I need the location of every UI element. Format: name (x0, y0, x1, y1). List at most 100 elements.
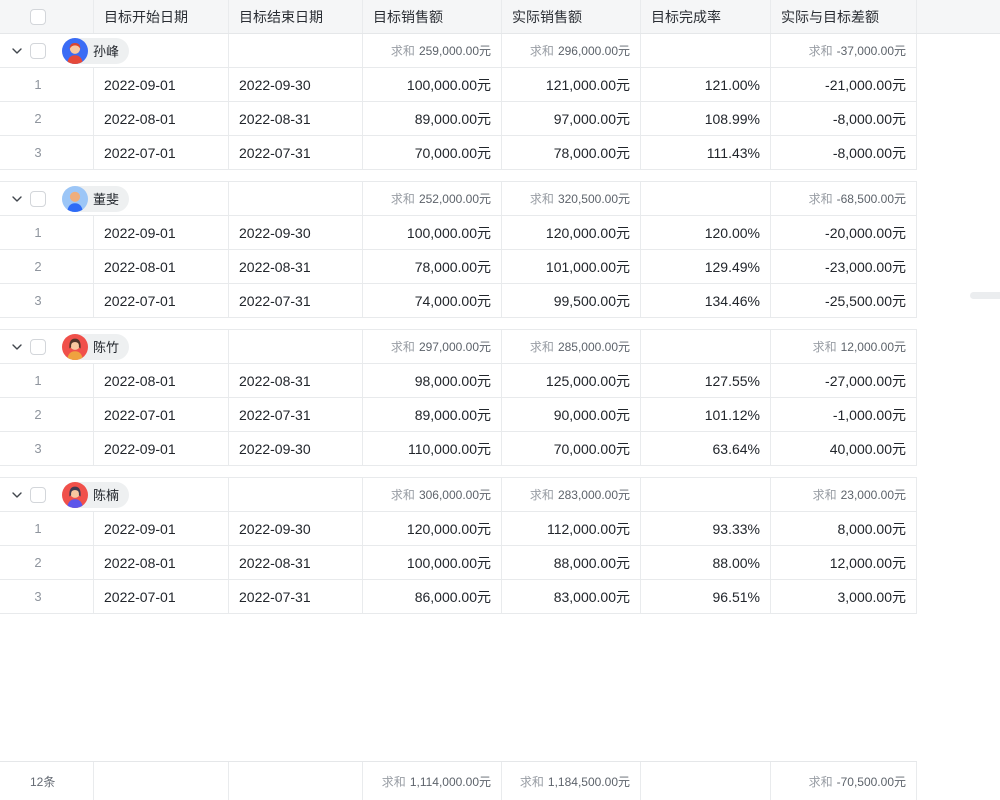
select-all-checkbox[interactable] (30, 8, 46, 25)
cell-rate[interactable]: 93.33% (641, 512, 771, 545)
cell-start[interactable]: 2022-09-01 (94, 512, 229, 545)
table-row[interactable]: 1 2022-09-01 2022-09-30 120,000.00元 112,000.… (0, 512, 917, 546)
cell-start[interactable]: 2022-08-01 (94, 250, 229, 283)
cell-start[interactable]: 2022-09-01 (94, 432, 229, 465)
cell-diff[interactable]: -8,000.00元 (771, 102, 917, 135)
cell-diff[interactable]: -27,000.00元 (771, 364, 917, 397)
cell-end[interactable]: 2022-08-31 (229, 250, 363, 283)
cell-target[interactable]: 78,000.00元 (363, 250, 502, 283)
cell-actual[interactable]: 125,000.00元 (502, 364, 641, 397)
group-checkbox[interactable] (30, 486, 46, 503)
cell-start[interactable]: 2022-07-01 (94, 398, 229, 431)
collapse-group-button[interactable] (10, 488, 24, 502)
cell-rate[interactable]: 129.49% (641, 250, 771, 283)
cell-rate[interactable]: 101.12% (641, 398, 771, 431)
table-row[interactable]: 1 2022-08-01 2022-08-31 98,000.00元 125,000.0… (0, 364, 917, 398)
cell-end[interactable]: 2022-08-31 (229, 102, 363, 135)
cell-actual[interactable]: 97,000.00元 (502, 102, 641, 135)
scrollbar-thumb[interactable] (970, 292, 1000, 299)
cell-target[interactable]: 74,000.00元 (363, 284, 502, 317)
cell-diff[interactable]: -20,000.00元 (771, 216, 917, 249)
table-row[interactable]: 2 2022-08-01 2022-08-31 100,000.00元 88,000.0… (0, 546, 917, 580)
cell-target[interactable]: 89,000.00元 (363, 102, 502, 135)
cell-rate[interactable]: 120.00% (641, 216, 771, 249)
group-checkbox[interactable] (30, 42, 46, 59)
column-header-diff[interactable]: 实际与目标差额 (771, 0, 917, 33)
cell-rate[interactable]: 127.55% (641, 364, 771, 397)
cell-target[interactable]: 120,000.00元 (363, 512, 502, 545)
cell-diff[interactable]: 40,000.00元 (771, 432, 917, 465)
cell-rate[interactable]: 88.00% (641, 546, 771, 579)
cell-actual[interactable]: 88,000.00元 (502, 546, 641, 579)
cell-target[interactable]: 110,000.00元 (363, 432, 502, 465)
cell-rate[interactable]: 108.99% (641, 102, 771, 135)
table-row[interactable]: 3 2022-07-01 2022-07-31 86,000.00元 83,000.00… (0, 580, 917, 614)
cell-actual[interactable]: 83,000.00元 (502, 580, 641, 613)
cell-end[interactable]: 2022-08-31 (229, 546, 363, 579)
cell-actual[interactable]: 120,000.00元 (502, 216, 641, 249)
cell-actual[interactable]: 70,000.00元 (502, 432, 641, 465)
cell-target[interactable]: 70,000.00元 (363, 136, 502, 169)
column-header-end[interactable]: 目标结束日期 (229, 0, 363, 33)
column-header-start[interactable]: 目标开始日期 (94, 0, 229, 33)
cell-actual[interactable]: 90,000.00元 (502, 398, 641, 431)
group-checkbox[interactable] (30, 338, 46, 355)
cell-rate[interactable]: 63.64% (641, 432, 771, 465)
cell-diff[interactable]: -1,000.00元 (771, 398, 917, 431)
cell-start[interactable]: 2022-08-01 (94, 364, 229, 397)
cell-end[interactable]: 2022-07-31 (229, 580, 363, 613)
cell-actual[interactable]: 101,000.00元 (502, 250, 641, 283)
cell-start[interactable]: 2022-09-01 (94, 68, 229, 101)
column-header-rate[interactable]: 目标完成率 (641, 0, 771, 33)
cell-actual[interactable]: 112,000.00元 (502, 512, 641, 545)
cell-target[interactable]: 100,000.00元 (363, 546, 502, 579)
table-row[interactable]: 3 2022-07-01 2022-07-31 74,000.00元 99,500.00… (0, 284, 917, 318)
cell-start[interactable]: 2022-07-01 (94, 136, 229, 169)
cell-actual[interactable]: 121,000.00元 (502, 68, 641, 101)
cell-diff[interactable]: 3,000.00元 (771, 580, 917, 613)
collapse-group-button[interactable] (10, 44, 24, 58)
cell-actual[interactable]: 78,000.00元 (502, 136, 641, 169)
table-row[interactable]: 1 2022-09-01 2022-09-30 100,000.00元 120,000.… (0, 216, 917, 250)
column-header-actual[interactable]: 实际销售额 (502, 0, 641, 33)
cell-diff[interactable]: 8,000.00元 (771, 512, 917, 545)
cell-end[interactable]: 2022-07-31 (229, 284, 363, 317)
cell-end[interactable]: 2022-08-31 (229, 364, 363, 397)
cell-end[interactable]: 2022-07-31 (229, 136, 363, 169)
cell-target[interactable]: 89,000.00元 (363, 398, 502, 431)
cell-start[interactable]: 2022-08-01 (94, 546, 229, 579)
cell-rate[interactable]: 96.51% (641, 580, 771, 613)
cell-target[interactable]: 98,000.00元 (363, 364, 502, 397)
table-row[interactable]: 2 2022-08-01 2022-08-31 78,000.00元 101,000.0… (0, 250, 917, 284)
collapse-group-button[interactable] (10, 192, 24, 206)
collapse-group-button[interactable] (10, 340, 24, 354)
column-header-target[interactable]: 目标销售额 (363, 0, 502, 33)
cell-actual[interactable]: 99,500.00元 (502, 284, 641, 317)
table-row[interactable]: 3 2022-09-01 2022-09-30 110,000.00元 70,000.0… (0, 432, 917, 466)
cell-end[interactable]: 2022-09-30 (229, 216, 363, 249)
cell-target[interactable]: 86,000.00元 (363, 580, 502, 613)
cell-start[interactable]: 2022-07-01 (94, 580, 229, 613)
cell-target[interactable]: 100,000.00元 (363, 68, 502, 101)
cell-end[interactable]: 2022-09-30 (229, 68, 363, 101)
table-row[interactable]: 2 2022-08-01 2022-08-31 89,000.00元 97,000.00… (0, 102, 917, 136)
table-row[interactable]: 3 2022-07-01 2022-07-31 70,000.00元 78,000.00… (0, 136, 917, 170)
cell-rate[interactable]: 121.00% (641, 68, 771, 101)
cell-rate[interactable]: 134.46% (641, 284, 771, 317)
table-row[interactable]: 2 2022-07-01 2022-07-31 89,000.00元 90,000.00… (0, 398, 917, 432)
group-checkbox[interactable] (30, 190, 46, 207)
cell-rate[interactable]: 111.43% (641, 136, 771, 169)
cell-start[interactable]: 2022-09-01 (94, 216, 229, 249)
cell-diff[interactable]: -25,500.00元 (771, 284, 917, 317)
cell-end[interactable]: 2022-07-31 (229, 398, 363, 431)
cell-end[interactable]: 2022-09-30 (229, 432, 363, 465)
cell-diff[interactable]: -21,000.00元 (771, 68, 917, 101)
cell-diff[interactable]: -8,000.00元 (771, 136, 917, 169)
table-row[interactable]: 1 2022-09-01 2022-09-30 100,000.00元 121,000.… (0, 68, 917, 102)
cell-start[interactable]: 2022-08-01 (94, 102, 229, 135)
cell-diff[interactable]: -23,000.00元 (771, 250, 917, 283)
cell-end[interactable]: 2022-09-30 (229, 512, 363, 545)
cell-diff[interactable]: 12,000.00元 (771, 546, 917, 579)
cell-start[interactable]: 2022-07-01 (94, 284, 229, 317)
cell-target[interactable]: 100,000.00元 (363, 216, 502, 249)
